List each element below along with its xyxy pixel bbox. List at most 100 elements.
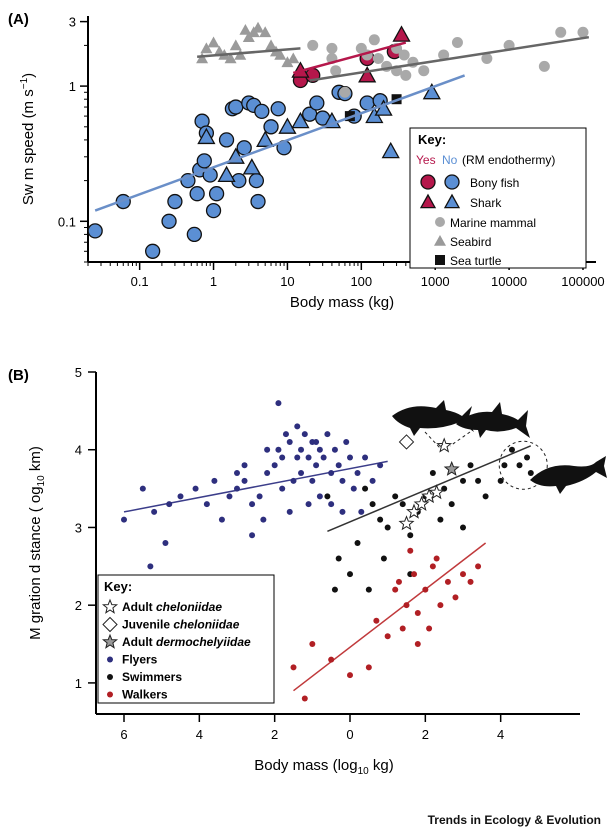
flyer-point — [350, 485, 357, 492]
shark-no-point — [291, 111, 310, 129]
y-tick-label: 0.1 — [58, 214, 76, 229]
adult-dermochelyiidae-point — [443, 460, 460, 476]
walker-point — [426, 625, 433, 632]
flyer-point — [282, 431, 289, 438]
legend-marker-flyers — [107, 656, 113, 663]
walker-point — [460, 571, 466, 578]
flyer-point — [347, 454, 353, 461]
flyer-point — [305, 454, 312, 461]
adult-cheloniidae-point — [436, 437, 453, 453]
legend-title: Key: — [418, 132, 446, 147]
y-tick-label: 1 — [69, 79, 76, 94]
marine-mammal-point — [438, 49, 450, 61]
flyer-point — [151, 508, 158, 515]
flyer-point — [121, 516, 127, 523]
flyer-point — [343, 438, 350, 445]
flyer-point — [290, 477, 297, 484]
swimmer-point — [460, 477, 466, 484]
swimmer-point — [501, 462, 508, 469]
flyer-point — [249, 501, 256, 508]
flyer-point — [249, 532, 256, 539]
flyer-point — [331, 446, 338, 453]
legend-shark-yes-marker — [419, 193, 437, 209]
legend-entry: Walkers — [122, 688, 168, 702]
flyer-point — [192, 485, 199, 492]
x-axis-title: Body mass (log10 kg) — [254, 757, 394, 777]
swimmer-point — [377, 516, 384, 523]
x-tick-label: 10000 — [491, 274, 527, 289]
flyer-point — [147, 563, 154, 570]
flyer-point — [166, 501, 173, 508]
marine-mammal-point — [400, 69, 412, 81]
swimmer-point — [516, 462, 523, 469]
legend-shark-no-marker — [443, 193, 461, 209]
walker-point — [384, 633, 391, 640]
panel-b: (B) 6 4 2 0 2 4 1 2 3 4 5 Body mass (log10 kg) M grat… — [8, 365, 607, 777]
walker-point — [444, 578, 451, 585]
swimmer-point — [347, 571, 353, 578]
flyer-point — [298, 470, 305, 477]
seabird-point — [265, 39, 278, 51]
seabird-point — [207, 36, 220, 48]
marine-mammal-point — [538, 60, 550, 72]
walker-point — [437, 602, 444, 609]
swimmer-point — [399, 501, 406, 508]
flyer-point — [234, 485, 240, 492]
swimmer-point — [407, 532, 414, 539]
seabird-point — [259, 26, 272, 38]
legend-entry: Adult dermochelyiidae — [122, 635, 251, 649]
x-axis-title: Body mass (kg) — [290, 294, 394, 311]
flyer-point — [294, 423, 301, 430]
flyer-point — [286, 508, 293, 515]
x-tick-label: 1 — [210, 274, 217, 289]
walker-point — [399, 625, 406, 632]
marine-mammal-point — [555, 26, 567, 38]
x-tick-label: 2 — [422, 727, 429, 742]
swimmer-point — [467, 462, 474, 469]
marine-mammal-point — [577, 26, 589, 38]
juvenile-cheloniidae-point — [398, 434, 415, 450]
flyer-point — [211, 477, 218, 484]
swimmer-point — [392, 493, 399, 500]
flyer-point — [339, 477, 346, 484]
x-tick-label: 4 — [196, 727, 203, 742]
flyer-point — [309, 477, 316, 484]
bony-fish-no-point — [254, 103, 270, 120]
shark-no-point — [256, 130, 275, 147]
walker-point — [411, 571, 418, 578]
seabird-point — [196, 52, 209, 64]
legend-entry: Juvenile cheloniidae — [122, 618, 240, 632]
journal-credit: Trends in Ecology & Evolution — [427, 813, 601, 827]
y-tick-label: 5 — [75, 365, 82, 380]
flyer-point — [294, 454, 301, 461]
legend-marker-swimmers — [107, 674, 113, 680]
flyer-point — [203, 501, 210, 508]
fit-line-mammal — [309, 35, 590, 82]
walker-point — [422, 586, 429, 593]
adult-cheloniidae-point — [406, 503, 423, 519]
bony-fish-no-point — [189, 186, 205, 202]
flyer-point — [139, 485, 146, 492]
flyer-point — [264, 470, 271, 477]
walker-point — [467, 578, 474, 585]
swimmer-point — [331, 586, 338, 593]
seabird-point — [229, 39, 242, 51]
y-tick-label: 2 — [75, 598, 82, 613]
swimmer-point — [354, 540, 361, 546]
fit-line-walkers — [293, 542, 487, 692]
walker-point — [414, 641, 421, 648]
legend-entry: Flyers — [122, 653, 158, 667]
bony-fish-no-point — [196, 153, 212, 169]
flyer-point — [358, 508, 365, 515]
walker-point — [433, 555, 440, 562]
y-axis-title: M gration d stance ( og10 km) — [27, 446, 47, 640]
shark-no-point — [422, 82, 441, 100]
flyer-point — [279, 485, 286, 492]
flyer-point — [328, 470, 335, 477]
flyer-point — [320, 454, 327, 461]
shark-no-point — [217, 165, 236, 183]
swimmer-point — [429, 470, 436, 477]
legend-bony-yes-marker — [420, 174, 436, 190]
adult-cheloniidae-point — [398, 515, 415, 531]
bony-fish-no-point — [248, 172, 265, 189]
